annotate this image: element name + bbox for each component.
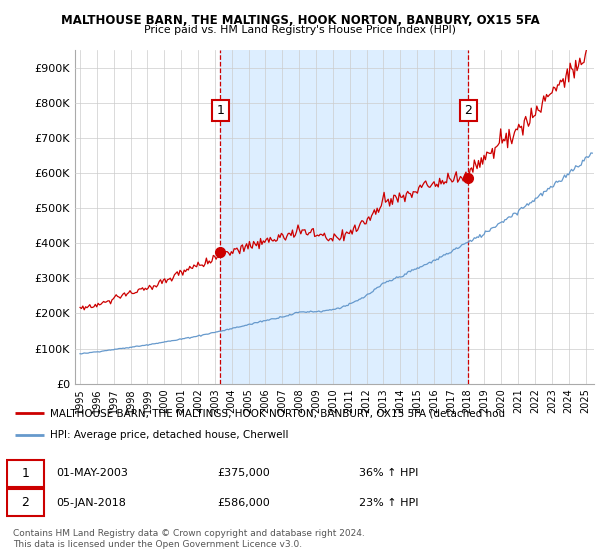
Text: £586,000: £586,000	[218, 498, 271, 508]
Bar	[220, 50, 468, 384]
Text: 1: 1	[217, 104, 224, 117]
Text: 01-MAY-2003: 01-MAY-2003	[56, 468, 128, 478]
FancyBboxPatch shape	[7, 489, 44, 516]
Text: Price paid vs. HM Land Registry's House Price Index (HPI): Price paid vs. HM Land Registry's House …	[144, 25, 456, 35]
Text: MALTHOUSE BARN, THE MALTINGS, HOOK NORTON, BANBURY, OX15 5FA (detached hou: MALTHOUSE BARN, THE MALTINGS, HOOK NORTO…	[50, 408, 505, 418]
Text: MALTHOUSE BARN, THE MALTINGS, HOOK NORTON, BANBURY, OX15 5FA: MALTHOUSE BARN, THE MALTINGS, HOOK NORTO…	[61, 14, 539, 27]
Text: 23% ↑ HPI: 23% ↑ HPI	[359, 498, 418, 508]
Text: 05-JAN-2018: 05-JAN-2018	[56, 498, 126, 508]
Text: HPI: Average price, detached house, Cherwell: HPI: Average price, detached house, Cher…	[50, 430, 289, 440]
Text: 1: 1	[22, 467, 29, 480]
Text: 2: 2	[464, 104, 472, 117]
FancyBboxPatch shape	[7, 460, 44, 487]
Text: £375,000: £375,000	[218, 468, 271, 478]
Text: 2: 2	[22, 496, 29, 509]
Text: Contains HM Land Registry data © Crown copyright and database right 2024.
This d: Contains HM Land Registry data © Crown c…	[13, 529, 365, 549]
Text: 36% ↑ HPI: 36% ↑ HPI	[359, 468, 418, 478]
